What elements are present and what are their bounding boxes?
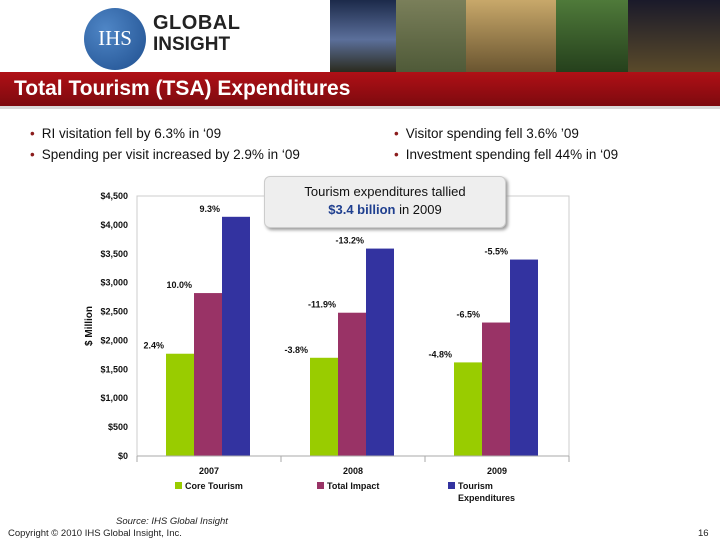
y-tick-label: $0: [118, 451, 128, 461]
y-tick-label: $2,500: [100, 307, 128, 317]
bar-core-tourism-2009: [454, 362, 482, 456]
page-title: Total Tourism (TSA) Expenditures: [14, 77, 351, 100]
title-bar: Total Tourism (TSA) Expenditures: [0, 72, 720, 106]
title-divider: [0, 106, 720, 109]
bullet-list-left: RI visitation fell by 6.3% in ‘09 Spendi…: [30, 123, 300, 165]
bullet-item: Visitor spending fell 3.6% ’09: [394, 123, 618, 144]
bar-data-label: -11.9%: [308, 300, 336, 310]
callout-box: Tourism expenditures tallied $3.4 billio…: [264, 176, 506, 228]
bar-tourism-expenditures-2007: [222, 216, 250, 456]
bar-data-label: -4.8%: [428, 349, 452, 359]
callout-line1: Tourism expenditures tallied: [304, 184, 466, 199]
page-number: 16: [698, 528, 709, 539]
bar-total-impact-2008: [338, 312, 366, 456]
y-tick-label: $4,000: [100, 220, 128, 230]
y-axis-label: $ Million: [84, 306, 95, 346]
bar-core-tourism-2008: [310, 357, 338, 456]
bar-core-tourism-2007: [166, 353, 194, 456]
bar-total-impact-2007: [194, 293, 222, 456]
bullet-item: Spending per visit increased by 2.9% in …: [30, 144, 300, 165]
legend-label: Total Impact: [327, 481, 379, 491]
header: IHS GLOBAL INSIGHT: [0, 0, 720, 72]
bar-tourism-expenditures-2009: [510, 259, 538, 456]
y-tick-label: $3,500: [100, 249, 128, 259]
legend-label: Tourism Expenditures: [458, 481, 515, 503]
bar-data-label: 2.4%: [143, 341, 164, 351]
ihs-logo: IHS: [84, 8, 146, 70]
logo-word-insight: INSIGHT: [153, 34, 231, 55]
legend-swatch: [317, 482, 324, 489]
y-tick-label: $500: [108, 422, 128, 432]
header-photo-strip: [330, 0, 720, 72]
y-tick-label: $2,000: [100, 335, 128, 345]
callout-amount: $3.4 billion: [328, 202, 396, 217]
legend-swatch: [448, 482, 455, 489]
header-photo-garden: [556, 0, 628, 72]
legend-swatch: [175, 482, 182, 489]
bar-data-label: -13.2%: [335, 236, 364, 246]
bar-data-label: 10.0%: [166, 280, 192, 290]
bullet-list-right: Visitor spending fell 3.6% ’09 Investmen…: [394, 123, 618, 165]
header-photo-lighthouse: [330, 0, 396, 72]
bar-tourism-expenditures-2008: [366, 248, 394, 456]
y-tick-label: $1,500: [100, 364, 128, 374]
bullet-item: RI visitation fell by 6.3% in ‘09: [30, 123, 300, 144]
header-photo-ballroom: [466, 0, 556, 72]
bar-data-label: -3.8%: [284, 345, 308, 355]
header-photo-night-city: [628, 0, 720, 72]
copyright: Copyright © 2010 IHS Global Insight, Inc…: [8, 528, 182, 539]
bar-data-label: 9.3%: [199, 204, 220, 214]
bar-data-label: -6.5%: [456, 310, 480, 320]
callout-line2: $3.4 billion in 2009: [265, 202, 505, 217]
x-tick-label: 2007: [199, 466, 219, 476]
x-tick-label: 2008: [343, 466, 363, 476]
header-photo-building: [396, 0, 466, 72]
bar-data-label: -5.5%: [484, 247, 508, 257]
legend-label: Core Tourism: [185, 481, 243, 491]
y-tick-label: $1,000: [100, 393, 128, 403]
y-tick-label: $3,000: [100, 278, 128, 288]
bullet-item: Investment spending fell 44% in ‘09: [394, 144, 618, 165]
y-tick-label: $4,500: [100, 191, 128, 201]
x-tick-label: 2009: [487, 466, 507, 476]
logo-word-global: GLOBAL: [153, 12, 241, 34]
source-note: Source: IHS Global Insight: [116, 516, 228, 527]
callout-suffix: in 2009: [395, 202, 442, 217]
logo-mark: IHS: [98, 26, 132, 50]
bar-total-impact-2009: [482, 322, 510, 456]
